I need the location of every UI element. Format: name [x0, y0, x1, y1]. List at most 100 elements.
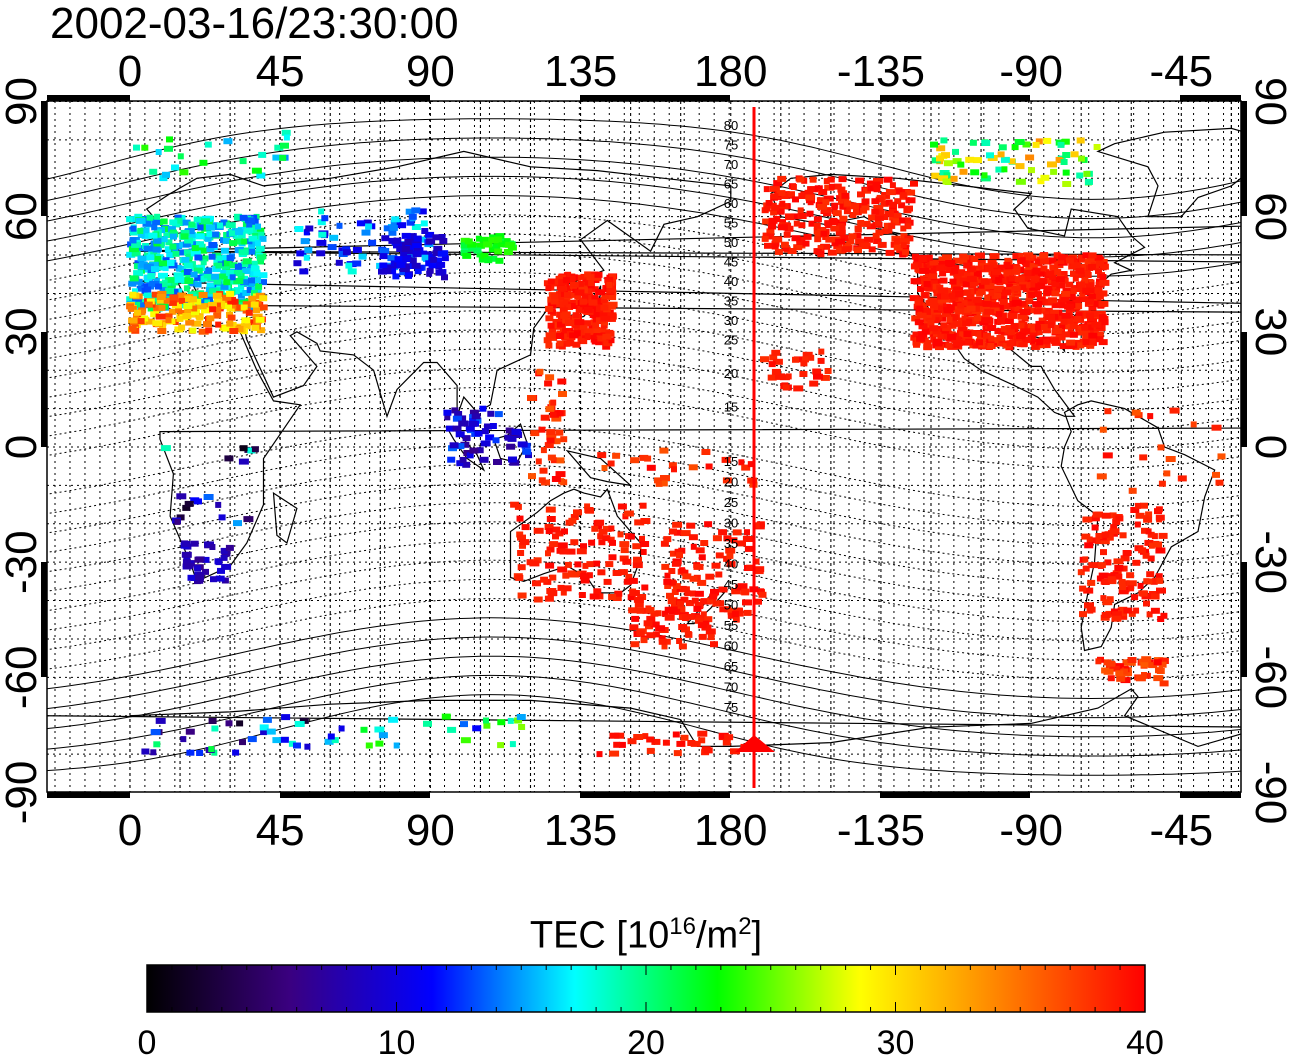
- tec-cell: [549, 541, 559, 548]
- contour-mlat: [47, 578, 1241, 661]
- tec-cell: [159, 175, 168, 182]
- colorbar-tick-label: 0: [138, 1024, 157, 1057]
- tec-cell: [469, 447, 479, 454]
- contour-label: 20: [724, 475, 738, 490]
- tec-cell: [1014, 305, 1023, 312]
- tec-cell: [1088, 562, 1099, 569]
- tec-cell: [547, 454, 556, 461]
- tec-cell: [556, 457, 565, 464]
- tec-cell: [545, 315, 554, 322]
- tec-cell: [808, 354, 815, 361]
- tec-cell: [557, 285, 566, 292]
- tec-cell: [888, 222, 896, 229]
- tec-cell: [704, 521, 713, 528]
- tec-cell: [828, 219, 838, 225]
- tec-cell: [214, 558, 223, 565]
- tec-cell: [779, 200, 786, 207]
- tec-cell: [200, 275, 208, 282]
- tec-cell: [1134, 521, 1141, 528]
- tec-cell: [917, 286, 925, 292]
- tec-cell: [256, 227, 265, 234]
- tec-cell: [815, 249, 822, 255]
- tec-cell: [1032, 267, 1041, 274]
- tec-cell: [303, 254, 310, 261]
- tec-cell: [495, 233, 505, 240]
- tec-cell: [142, 220, 152, 227]
- tec-cell: [1067, 288, 1077, 294]
- tec-cell: [902, 249, 910, 256]
- tec-cell: [981, 317, 991, 324]
- tec-cell: [143, 245, 154, 252]
- tec-cell: [579, 298, 587, 305]
- tec-cell: [383, 225, 390, 232]
- tec-cell: [1042, 327, 1051, 334]
- tec-cell: [190, 271, 198, 278]
- tec-cell: [1094, 287, 1103, 294]
- tec-cell: [999, 299, 1008, 305]
- tec-cell: [134, 309, 141, 316]
- tec-cell: [963, 297, 972, 304]
- tec-cell: [953, 286, 964, 293]
- tec-cell: [909, 295, 920, 302]
- tec-cell: [250, 265, 259, 272]
- tec-cell: [456, 460, 464, 467]
- tec-cell: [193, 267, 203, 274]
- tec-cell: [947, 333, 957, 340]
- tec-cell: [352, 260, 362, 267]
- tec-cell: [831, 240, 839, 247]
- tec-cell: [164, 313, 173, 320]
- tec-cell: [170, 233, 177, 240]
- tec-cell: [1083, 587, 1094, 594]
- tec-cell: [623, 578, 632, 585]
- tec-cell: [873, 186, 881, 193]
- tec-cell: [623, 510, 634, 517]
- tec-cell: [411, 262, 421, 269]
- tec-cell: [1118, 579, 1126, 585]
- tec-cell: [224, 455, 234, 462]
- tec-cell: [591, 525, 599, 532]
- tec-cell: [507, 435, 517, 442]
- tec-cell: [194, 281, 202, 288]
- tec-cell: [388, 716, 399, 723]
- tec-cell: [1093, 144, 1101, 150]
- tec-cell: [141, 283, 152, 290]
- tec-cell: [1143, 578, 1153, 585]
- tec-cell: [905, 189, 916, 196]
- tec-cell: [813, 373, 823, 380]
- tec-cell: [1150, 607, 1160, 614]
- tec-cell: [1151, 533, 1158, 540]
- tec-cell: [930, 141, 938, 148]
- tec-cell: [799, 371, 808, 377]
- tec-cell: [1057, 141, 1065, 148]
- tec-cell: [1060, 294, 1070, 301]
- tec-cell: [1031, 343, 1039, 350]
- tec-cell: [913, 341, 920, 348]
- lat-tick-left: 0: [0, 435, 46, 459]
- tec-cell: [929, 298, 938, 305]
- tec-cell: [1014, 276, 1025, 283]
- tec-cell: [522, 448, 532, 455]
- tec-cell: [134, 213, 143, 220]
- tec-cell: [558, 391, 567, 397]
- tec-cell: [300, 238, 310, 245]
- tec-cell: [861, 220, 871, 227]
- tec-cell: [387, 255, 398, 262]
- contour-mlat: [47, 444, 1241, 527]
- tec-cell: [1131, 594, 1139, 601]
- tec-cell: [1014, 139, 1025, 145]
- tec-cell: [488, 237, 499, 244]
- tec-cell: [725, 547, 736, 554]
- tec-cell: [177, 292, 187, 299]
- tec-cell: [137, 227, 144, 234]
- tec-cell: [546, 429, 556, 436]
- tec-cell: [661, 643, 668, 650]
- tec-cell: [952, 264, 960, 271]
- tec-cell: [160, 218, 168, 225]
- tec-cell: [303, 229, 310, 236]
- tec-cell: [184, 228, 195, 235]
- tec-cell: [126, 216, 137, 223]
- tec-cell: [597, 335, 607, 342]
- tec-cell: [822, 199, 830, 206]
- tec-cell: [701, 598, 710, 605]
- tec-cell: [966, 293, 975, 300]
